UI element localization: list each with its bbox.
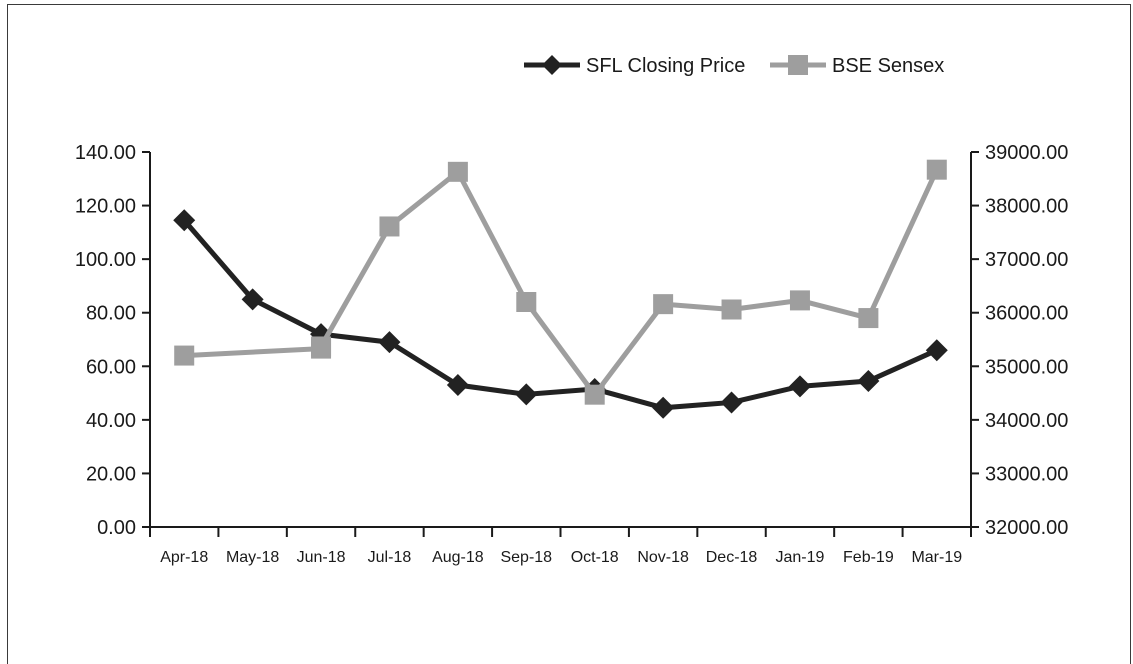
y-left-tick-label: 0.00	[97, 517, 136, 539]
y-right-tick-label: 34000.00	[985, 410, 1068, 432]
x-tick-label: Aug-18	[432, 549, 484, 566]
data-point-diamond	[378, 331, 401, 354]
y-left-tick-label: 40.00	[86, 410, 136, 432]
axes: 0.00 20.00 40.00 60.00 80.00 100.00 120.00 140.…	[75, 142, 1069, 566]
data-point-square	[653, 294, 674, 315]
legend-diamond-icon	[542, 55, 562, 75]
y-left-tick-label: 60.00	[86, 356, 136, 378]
y-left-tick-label: 20.00	[86, 463, 136, 485]
y-right-tick-label: 36000.00	[985, 303, 1068, 325]
data-point-square	[311, 336, 332, 357]
data-point-diamond	[173, 209, 196, 232]
x-tick-label: Sep-18	[500, 549, 552, 566]
legend-label: SFL Closing Price	[586, 55, 745, 77]
y-right-tick-label: 32000.00	[985, 517, 1068, 539]
legend-square-icon	[788, 55, 808, 75]
y-right-tick-label: 33000.00	[985, 463, 1068, 485]
x-tick-label: Nov-18	[637, 549, 689, 566]
x-tick-label: Oct-18	[571, 549, 619, 566]
data-point-diamond	[241, 288, 264, 311]
y-right-tick-label: 38000.00	[985, 196, 1068, 218]
x-tick-label: Feb-19	[843, 549, 894, 566]
x-tick-label: Jan-19	[775, 549, 824, 566]
legend: SFL Closing Price BSE Sensex	[524, 55, 944, 77]
data-point-square	[379, 216, 400, 237]
data-point-diamond	[788, 375, 811, 398]
y-left-tick-label: 140.00	[75, 142, 136, 164]
data-point-diamond	[515, 383, 538, 406]
x-tick-label: Apr-18	[160, 549, 208, 566]
data-point-diamond	[925, 339, 948, 362]
data-point-square	[926, 159, 947, 180]
legend-label: BSE Sensex	[832, 55, 944, 77]
y-left-tick-label: 80.00	[86, 303, 136, 325]
data-point-diamond	[720, 391, 743, 414]
series-sfl-closing-price	[173, 209, 948, 419]
data-point-square	[721, 299, 742, 320]
x-tick-label: Mar-19	[911, 549, 962, 566]
data-point-diamond	[652, 396, 675, 419]
data-point-square	[584, 384, 605, 405]
legend-item-sfl-closing-price: SFL Closing Price	[524, 55, 745, 77]
y-left-tick-label: 120.00	[75, 196, 136, 218]
series-line	[182, 218, 938, 411]
y-right-tick-label: 35000.00	[985, 356, 1068, 378]
data-point-square	[789, 290, 810, 311]
data-point-square	[516, 292, 537, 312]
x-tick-label: Jun-18	[297, 549, 346, 566]
y-right-tick-label: 39000.00	[985, 142, 1068, 164]
x-tick-label: Dec-18	[706, 549, 758, 566]
series-line	[184, 167, 940, 399]
x-tick-label: Jul-18	[368, 549, 412, 566]
data-point-diamond	[857, 370, 880, 393]
chart-frame	[7, 4, 1131, 664]
data-point-diamond	[446, 374, 469, 397]
y-left-tick-label: 100.00	[75, 249, 136, 271]
series-layer	[173, 159, 948, 419]
data-point-square	[447, 161, 468, 182]
data-point-square	[858, 308, 879, 329]
legend-item-bse-sensex: BSE Sensex	[770, 55, 944, 77]
y-right-tick-label: 37000.00	[985, 249, 1068, 271]
series-bse-sensex	[174, 159, 947, 405]
x-tick-label: May-18	[226, 549, 279, 566]
data-point-square	[174, 345, 195, 366]
